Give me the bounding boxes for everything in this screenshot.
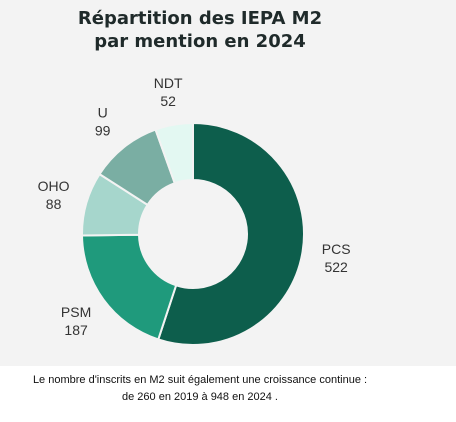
- slice-value-ndt: 52: [160, 93, 176, 109]
- donut-chart: PCS 522 PSM 187 OHO 88 U 99 NDT 52: [38, 75, 351, 346]
- slice-value-psm: 187: [64, 322, 88, 338]
- slice-value-oho: 88: [46, 196, 62, 212]
- slice-label-psm: PSM: [61, 304, 91, 320]
- chart-title-line2: par mention en 2024: [94, 31, 306, 52]
- slice-value-pcs: 522: [324, 259, 348, 275]
- slice-pcs: [157, 121, 305, 346]
- slice-ndt: [154, 121, 194, 185]
- chart-panel: Répartition des IEPA M2 par mention en 2…: [0, 0, 456, 366]
- footnote-line1: Le nombre d'inscrits en M2 suit égalemen…: [32, 374, 368, 386]
- slice-value-u: 99: [95, 123, 111, 139]
- footnote-line2: de 260 en 2019 à 948 en 2024 .: [122, 391, 278, 403]
- slice-label-pcs: PCS: [322, 241, 351, 257]
- chart-title-line1: Répartition des IEPA M2: [77, 8, 323, 29]
- slice-label-u: U: [98, 105, 108, 121]
- slice-psm: [80, 233, 178, 341]
- slice-label-ndt: NDT: [154, 75, 183, 91]
- slice-label-oho: OHO: [38, 178, 70, 194]
